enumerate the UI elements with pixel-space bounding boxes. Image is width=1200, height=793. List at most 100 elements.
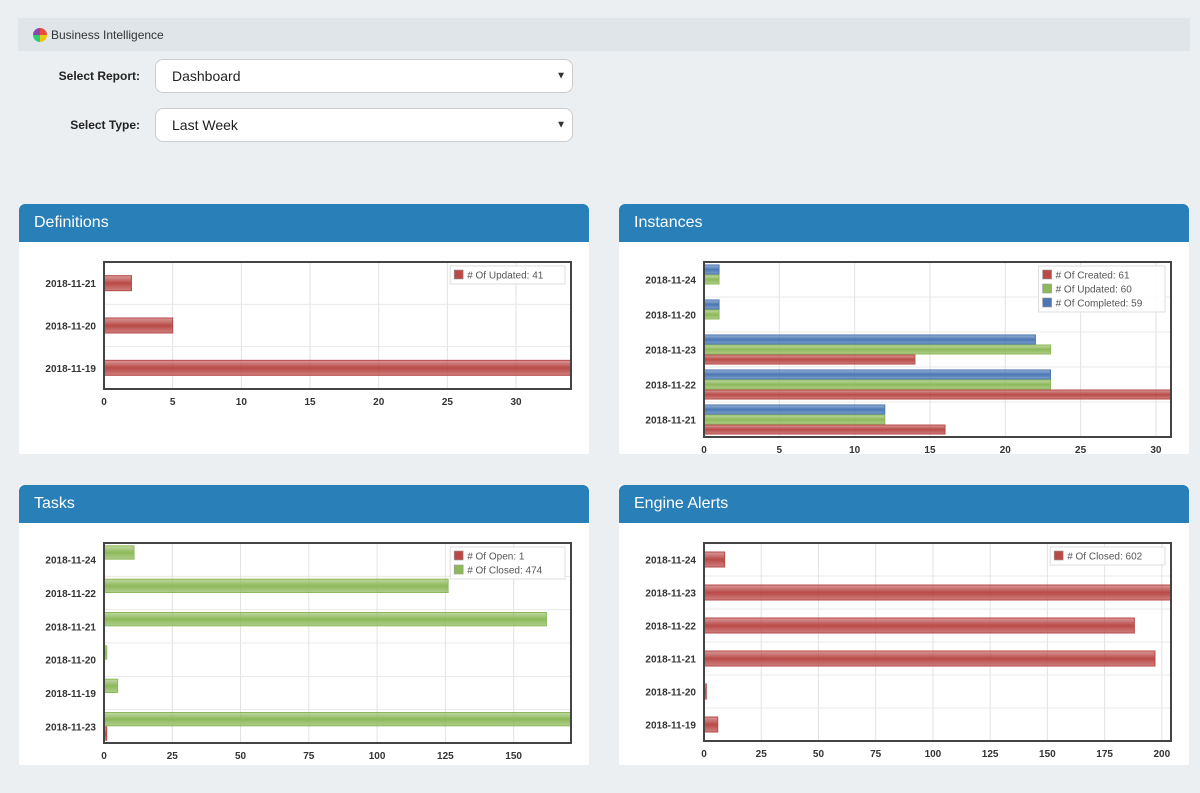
bar (703, 369, 1051, 380)
x-tick-label: 75 (870, 749, 882, 760)
engine-alerts-chart: 2018-11-24 2018-11-23 2018-11-22 2018-11-21… (645, 542, 1172, 760)
grid (703, 542, 1171, 742)
legend: # Of Updated: 41 (449, 265, 566, 285)
bar (103, 359, 572, 376)
app-title: Business Intelligence (51, 27, 164, 42)
legend-label: # Of Updated: 41 (467, 271, 544, 282)
bar (703, 551, 726, 568)
x-tick-label: 175 (1096, 749, 1113, 760)
select-type-label: Select Type: (70, 118, 140, 132)
legend-swatch (1053, 550, 1064, 561)
legend-swatch (1042, 283, 1052, 294)
x-tick-label: 30 (510, 397, 522, 408)
x-tick-label: 25 (756, 749, 768, 760)
category-label: 2018-11-23 (645, 589, 696, 600)
legend-label: # Of Closed: 474 (467, 566, 542, 577)
category-label: 2018-11-19 (645, 721, 696, 732)
x-tick-label: 200 (1153, 749, 1170, 760)
x-tick-label: 0 (701, 749, 707, 760)
legend: # Of Created: 61 # Of Updated: 60 # Of Com… (1038, 265, 1166, 313)
tasks-chart: 2018-11-24 2018-11-22 2018-11-21 2018-11-20… (45, 542, 572, 762)
x-tick-label: 25 (167, 751, 179, 762)
legend-box (449, 265, 566, 285)
plot-frame (703, 542, 1172, 742)
definitions-panel-title: Definitions (19, 204, 589, 242)
legend-label: # Of Closed: 602 (1067, 552, 1142, 563)
bar (703, 650, 1156, 667)
report-select-value: Dashboard (172, 68, 241, 84)
bar (703, 617, 1135, 634)
select-report-label: Select Report: (58, 69, 140, 83)
category-label: 2018-11-22 (45, 589, 96, 600)
plot-frame (103, 542, 572, 744)
category-label: 2018-11-24 (645, 556, 696, 567)
type-select[interactable]: Last Week ▼ (155, 108, 573, 142)
category-label: 2018-11-21 (45, 279, 96, 290)
definitions-chart: 2018-11-21 2018-11-20 2018-11-19 0 5 10 15 20 25… (45, 261, 572, 408)
category-label: 2018-11-22 (645, 381, 696, 392)
x-tick-label: 100 (925, 749, 942, 760)
bar (103, 578, 449, 594)
bar (703, 414, 886, 425)
report-filter-row: Select Report: Dashboard ▼ (18, 59, 598, 93)
bar (703, 344, 1051, 355)
legend-swatch (1042, 297, 1052, 308)
bar (703, 424, 946, 435)
x-tick-label: 125 (437, 751, 454, 762)
x-tick-label: 25 (442, 397, 454, 408)
report-select[interactable]: Dashboard ▼ (155, 59, 573, 93)
bar (703, 274, 720, 285)
x-tick-label: 50 (235, 751, 247, 762)
legend-label: # Of Created: 61 (1056, 271, 1130, 282)
category-label: 2018-11-21 (45, 622, 96, 633)
instances-chart: 2018-11-24 2018-11-20 2018-11-23 2018-11-22… (645, 261, 1172, 454)
type-select-value: Last Week (172, 117, 238, 133)
bar (703, 716, 719, 733)
legend: # Of Open: 1 # Of Closed: 474 (449, 546, 566, 580)
bar (103, 678, 119, 694)
bar (103, 545, 135, 560)
category-label: 2018-11-20 (645, 311, 696, 322)
x-tick-label: 20 (1000, 445, 1012, 454)
legend-label: # Of Open: 1 (467, 552, 525, 563)
bar (103, 275, 132, 292)
engine-alerts-panel-title: Engine Alerts (619, 485, 1189, 523)
bar (103, 317, 174, 334)
category-label: 2018-11-19 (45, 364, 96, 375)
x-tick-label: 75 (303, 751, 315, 762)
bi-logo-icon (33, 27, 47, 42)
x-tick-label: 125 (982, 749, 999, 760)
legend-label: # Of Updated: 60 (1056, 285, 1133, 296)
tasks-panel-title: Tasks (19, 485, 589, 523)
category-label: 2018-11-21 (645, 655, 696, 666)
legend-swatch (453, 550, 464, 561)
x-tick-label: 150 (505, 751, 522, 762)
plot-frame (703, 261, 1172, 438)
bar (703, 299, 720, 310)
category-label: 2018-11-22 (645, 622, 696, 633)
bar (703, 309, 720, 320)
instances-panel-title: Instances (619, 204, 1189, 242)
x-tick-label: 30 (1150, 445, 1162, 454)
category-label: 2018-11-20 (45, 322, 96, 333)
legend-swatch (453, 269, 464, 280)
x-tick-label: 50 (813, 749, 825, 760)
bar (703, 404, 886, 415)
bar (703, 584, 1172, 601)
category-label: 2018-11-23 (45, 722, 96, 733)
x-tick-label: 25 (1075, 445, 1087, 454)
category-label: 2018-11-20 (645, 688, 696, 699)
bar (103, 612, 547, 627)
bar (703, 354, 916, 365)
x-tick-label: 15 (304, 397, 316, 408)
category-label: 2018-11-19 (45, 689, 96, 700)
x-tick-label: 15 (924, 445, 936, 454)
category-label: 2018-11-23 (645, 346, 696, 357)
engine-alerts-panel: Engine Alerts 2018-11-24 2018-11-23 2018-1… (619, 485, 1189, 765)
x-tick-label: 100 (369, 751, 386, 762)
plot-frame (103, 261, 572, 390)
instances-panel: Instances 2018-11-24 2018-11-20 2018-11-23… (619, 204, 1189, 454)
type-filter-row: Select Type: Last Week ▼ (18, 108, 598, 142)
x-tick-label: 20 (373, 397, 385, 408)
category-label: 2018-11-24 (645, 276, 696, 287)
